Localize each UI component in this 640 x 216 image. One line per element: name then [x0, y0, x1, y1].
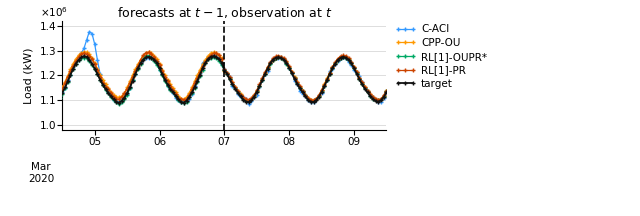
- Line: CPP-OU: CPP-OU: [28, 50, 421, 102]
- Y-axis label: Load (kW): Load (kW): [24, 47, 34, 104]
- Legend: C-ACI, CPP-OU, RL[1]-OUPR*, RL[1]-PR, target: C-ACI, CPP-OU, RL[1]-OUPR*, RL[1]-PR, ta…: [395, 24, 487, 89]
- Title: forecasts at $t-1$, observation at $t$: forecasts at $t-1$, observation at $t$: [116, 5, 332, 20]
- Text: $\times10^6$: $\times10^6$: [40, 5, 68, 19]
- Line: target: target: [28, 54, 421, 105]
- Line: RL[1]-PR: RL[1]-PR: [28, 50, 421, 102]
- Line: C-ACI: C-ACI: [28, 29, 421, 106]
- Line: RL[1]-OUPR*: RL[1]-OUPR*: [28, 53, 421, 106]
- Text: Mar
2020: Mar 2020: [28, 162, 54, 184]
